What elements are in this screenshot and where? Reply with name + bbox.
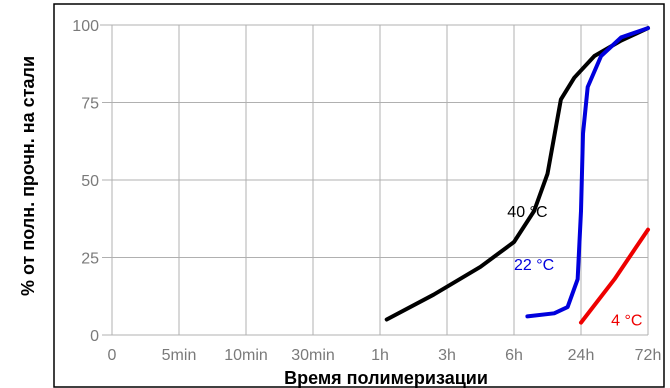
y-tick-label: 100	[72, 18, 99, 35]
ticks-layer: 0 25 50 75 100 0 5min 10min 30min 1h 3h 6h 24h 72h	[72, 18, 661, 364]
grid-layer	[53, 3, 665, 388]
x-tick-label: 30min	[291, 347, 335, 364]
y-tick-label: 25	[81, 251, 99, 268]
x-tick-label: 1h	[371, 347, 389, 364]
y-tick-label: 50	[81, 173, 99, 190]
y-tick-label: 0	[90, 328, 99, 345]
series-layer	[384, 26, 650, 325]
x-tick-label: 24h	[568, 347, 595, 364]
x-axis-title: Время полимеризации	[284, 368, 488, 388]
y-tick-label: 75	[81, 96, 99, 113]
series-annotation-label: 22 °C	[514, 257, 554, 274]
series-line-1	[525, 26, 650, 319]
labels-layer: 40 °C 22 °C 4 °C	[507, 204, 642, 330]
plot-frame	[53, 3, 665, 388]
x-tick-label: 0	[108, 347, 117, 364]
x-tick-label: 5min	[162, 347, 197, 364]
x-tick-label: 3h	[438, 347, 456, 364]
y-axis-title: % от полн. прочн. на стали	[18, 56, 38, 296]
series-line-2	[579, 227, 650, 325]
x-tick-label: 10min	[224, 347, 268, 364]
x-tick-label: 72h	[635, 347, 662, 364]
series-annotation-label: 40 °C	[507, 204, 547, 221]
series-line-0	[384, 26, 650, 322]
x-tick-label: 6h	[505, 347, 523, 364]
series-annotation-label: 4 °C	[611, 313, 642, 330]
